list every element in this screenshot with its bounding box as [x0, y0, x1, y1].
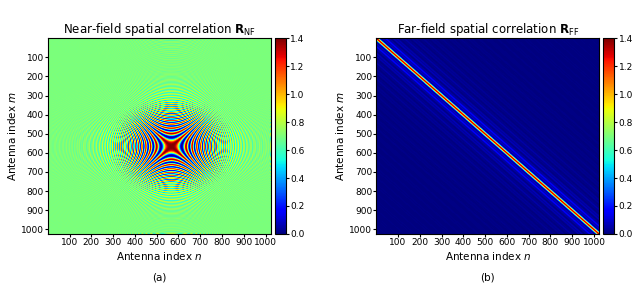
- Y-axis label: Antenna index $m$: Antenna index $m$: [335, 91, 346, 181]
- Title: Near-field spatial correlation $\mathbf{R}_{\mathrm{NF}}$: Near-field spatial correlation $\mathbf{…: [63, 22, 256, 38]
- Text: (a): (a): [152, 273, 166, 283]
- Text: (b): (b): [481, 273, 495, 283]
- Y-axis label: Antenna index $m$: Antenna index $m$: [6, 91, 18, 181]
- X-axis label: Antenna index $n$: Antenna index $n$: [116, 250, 203, 262]
- X-axis label: Antenna index $n$: Antenna index $n$: [445, 250, 531, 262]
- Title: Far-field spatial correlation $\mathbf{R}_{\mathrm{FF}}$: Far-field spatial correlation $\mathbf{R…: [397, 22, 579, 38]
